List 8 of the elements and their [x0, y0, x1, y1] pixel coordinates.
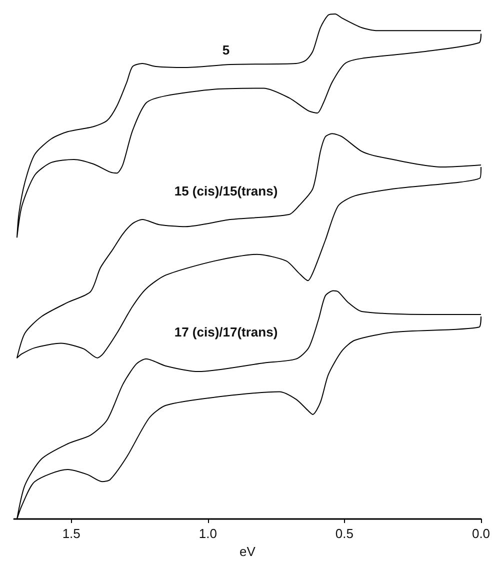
annotation: 5: [222, 42, 230, 58]
x-tick-label: 0.0: [472, 526, 490, 541]
x-tick-label: 0.5: [335, 526, 354, 541]
x-axis-title: eV: [240, 544, 256, 559]
x-tick-label: 1.0: [198, 526, 217, 541]
annotation: 15 (cis)/15(trans): [174, 184, 278, 198]
annotation: 17 (cis)/17(trans): [174, 324, 278, 340]
x-tick-label: 1.5: [62, 526, 80, 541]
